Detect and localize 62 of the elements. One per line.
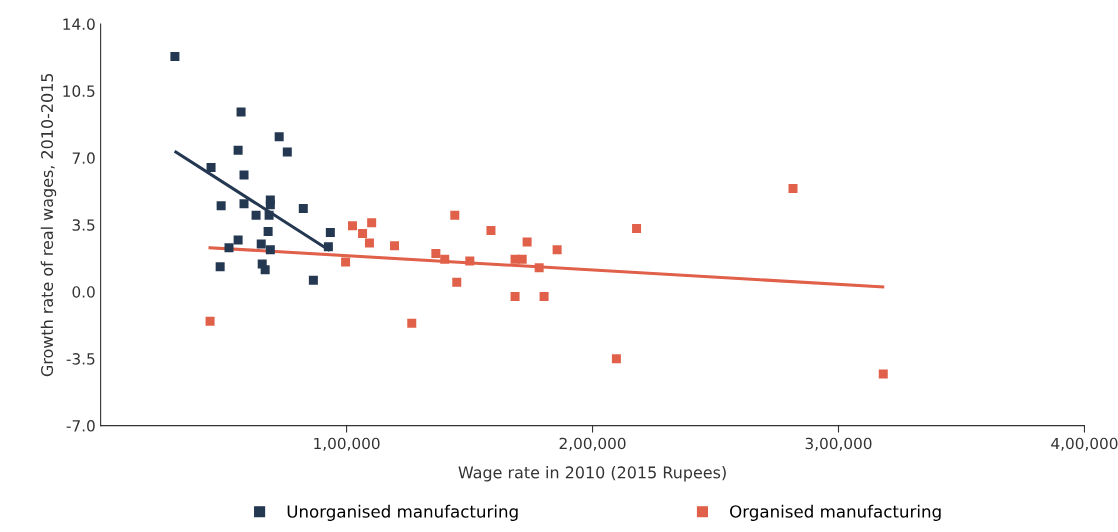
point <box>486 226 496 236</box>
point <box>347 221 357 231</box>
legend-label: Unorganised manufacturing <box>287 504 518 521</box>
x-tick-label: 2,00,000 <box>559 437 626 451</box>
point <box>878 369 888 379</box>
point <box>206 162 216 172</box>
point <box>611 354 621 364</box>
point <box>256 239 266 249</box>
point <box>233 235 243 245</box>
x-tick-label: 4,00,000 <box>1051 437 1118 451</box>
y-tick-label: 3.5 <box>72 219 95 231</box>
point <box>233 145 243 155</box>
y-tick-label: 0.0 <box>72 286 95 298</box>
y-tick-label: -3.5 <box>66 353 95 365</box>
point <box>431 248 441 258</box>
point <box>465 256 475 266</box>
x-tick-label: 3,00,000 <box>805 437 872 451</box>
point <box>534 263 544 273</box>
point <box>260 265 270 275</box>
x-tick-label: 1,00,000 <box>314 437 380 451</box>
point <box>452 277 462 287</box>
y-tick-label: 14.0 <box>63 18 95 30</box>
point <box>215 262 225 272</box>
y-axis-title: Growth rate of real wages, 2010-2015 <box>40 73 57 377</box>
point <box>367 218 377 228</box>
point <box>251 210 261 220</box>
point <box>364 238 374 248</box>
point <box>517 254 527 264</box>
point <box>239 170 249 180</box>
point <box>407 318 417 328</box>
point <box>265 245 275 255</box>
point <box>263 226 273 236</box>
point <box>632 224 642 234</box>
point <box>539 291 549 301</box>
y-tick-label: 7.0 <box>72 152 95 164</box>
point <box>264 210 274 220</box>
point <box>298 204 308 214</box>
point <box>510 291 520 301</box>
point <box>341 257 351 267</box>
point <box>205 316 215 326</box>
point <box>358 228 368 238</box>
point <box>274 132 284 142</box>
point <box>224 243 234 253</box>
point <box>236 107 246 117</box>
point <box>390 241 400 251</box>
point <box>239 199 249 209</box>
point <box>440 254 450 264</box>
point <box>522 237 532 247</box>
point <box>552 245 562 255</box>
point <box>216 201 226 211</box>
point <box>788 183 798 193</box>
point <box>170 51 180 61</box>
point <box>265 200 275 210</box>
point <box>282 147 292 157</box>
point <box>450 210 460 220</box>
y-tick-label: 10.5 <box>63 85 95 97</box>
point <box>325 227 335 237</box>
y-tick-label: -7.0 <box>66 420 95 432</box>
point <box>323 242 333 252</box>
legend-label: Organised manufacturing <box>730 504 941 521</box>
point <box>308 275 318 285</box>
x-axis-title: Wage rate in 2010 (2015 Rupees) <box>458 466 726 482</box>
